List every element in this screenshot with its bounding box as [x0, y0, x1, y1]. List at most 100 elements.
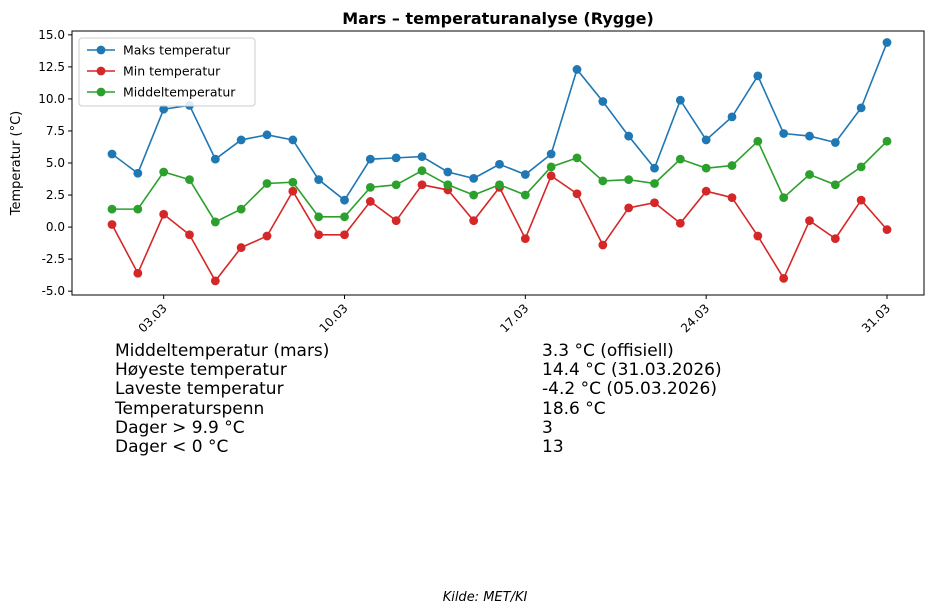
data-point	[417, 180, 427, 190]
data-point	[856, 103, 866, 113]
data-point	[365, 154, 375, 164]
data-point	[262, 130, 272, 140]
data-point	[624, 203, 634, 213]
legend-swatch-marker	[96, 45, 106, 55]
y-tick-label: 0.0	[46, 220, 65, 234]
data-point	[391, 153, 401, 163]
data-point	[624, 175, 634, 185]
source-note: Kilde: MET/KI	[442, 590, 528, 605]
x-tick-label: 17.03	[497, 301, 531, 335]
data-point	[365, 182, 375, 192]
stat-value: -4.2 °C (05.03.2026)	[542, 379, 717, 399]
data-point	[469, 173, 479, 183]
data-point	[495, 180, 504, 190]
y-axis-label: Temperatur (°C)	[9, 111, 24, 217]
data-point	[210, 276, 220, 286]
data-point	[650, 163, 659, 173]
data-point	[598, 176, 608, 186]
data-point	[675, 95, 685, 105]
legend: Maks temperatur Min temperatur Middeltempe…	[78, 37, 256, 107]
data-point	[572, 65, 582, 74]
x-tick-label: 03.03	[136, 301, 170, 335]
data-point	[650, 179, 659, 188]
stat-value: 14.4 °C (31.03.2026)	[542, 360, 722, 380]
y-tick-label: 2.5	[46, 188, 65, 202]
data-point	[340, 230, 349, 240]
data-point	[159, 209, 169, 219]
stat-value: 3.3 °C (offisiell)	[542, 341, 674, 361]
data-point	[107, 149, 117, 159]
stat-label: Laveste temperatur	[115, 379, 284, 399]
data-point	[753, 231, 763, 241]
data-point	[236, 135, 246, 145]
data-point	[546, 149, 556, 159]
stat-value: 18.6 °C	[542, 399, 606, 419]
data-point	[314, 175, 324, 185]
data-point	[443, 180, 453, 190]
data-point	[805, 170, 814, 179]
data-point	[159, 104, 169, 114]
stat-label: Høyeste temperatur	[115, 360, 287, 380]
legend-label: Middeltemperatur	[123, 85, 236, 100]
data-point	[701, 163, 711, 173]
data-point	[288, 186, 298, 196]
data-point	[185, 230, 194, 240]
data-point	[469, 190, 479, 200]
data-point	[805, 131, 814, 141]
data-point	[107, 220, 117, 229]
data-point	[340, 195, 349, 205]
y-tick-label: 10.0	[38, 92, 65, 106]
data-point	[185, 175, 194, 185]
data-point	[624, 131, 634, 141]
data-point	[598, 97, 608, 106]
data-point	[417, 152, 427, 161]
data-point	[753, 136, 763, 146]
data-point	[288, 177, 298, 187]
legend-label: Maks temperatur	[123, 43, 231, 58]
data-point	[133, 268, 143, 278]
y-tick-label: 15.0	[38, 28, 65, 42]
stat-label: Dager < 0 °C	[115, 437, 229, 457]
stat-label: Dager > 9.9 °C	[115, 418, 245, 438]
data-point	[805, 216, 814, 226]
data-point	[340, 212, 349, 222]
data-point	[391, 180, 401, 190]
y-tick-label: 12.5	[38, 60, 65, 74]
y-tick-label: -2.5	[42, 252, 65, 266]
data-point	[650, 198, 659, 208]
stat-label: Middeltemperatur (mars)	[115, 341, 330, 361]
data-point	[520, 234, 530, 244]
series-layer	[107, 38, 892, 286]
y-tick-label: 5.0	[46, 156, 65, 170]
x-tick-label: 10.03	[316, 301, 350, 335]
data-point	[107, 204, 117, 214]
data-point	[546, 162, 556, 172]
stat-label: Temperaturspenn	[115, 399, 265, 419]
data-point	[830, 234, 840, 244]
data-point	[856, 162, 866, 172]
data-point	[779, 273, 789, 283]
legend-swatch-marker	[96, 66, 106, 76]
data-point	[572, 153, 582, 163]
stat-value: 13	[542, 437, 564, 457]
data-point	[314, 230, 324, 240]
data-point	[546, 171, 556, 181]
data-point	[727, 193, 737, 203]
data-point	[727, 161, 737, 170]
y-tick-label: -5.0	[42, 284, 65, 298]
data-point	[417, 166, 427, 176]
data-point	[236, 243, 246, 252]
series-2	[107, 136, 892, 227]
stat-value: 3	[542, 418, 553, 438]
legend-label: Min temperatur	[123, 64, 221, 79]
data-point	[210, 154, 220, 164]
legend-box	[78, 37, 256, 107]
data-point	[830, 138, 840, 147]
data-point	[210, 217, 220, 227]
data-point	[779, 193, 789, 203]
data-point	[830, 180, 840, 190]
data-point	[882, 136, 892, 146]
data-point	[701, 135, 711, 145]
data-point	[882, 38, 892, 47]
